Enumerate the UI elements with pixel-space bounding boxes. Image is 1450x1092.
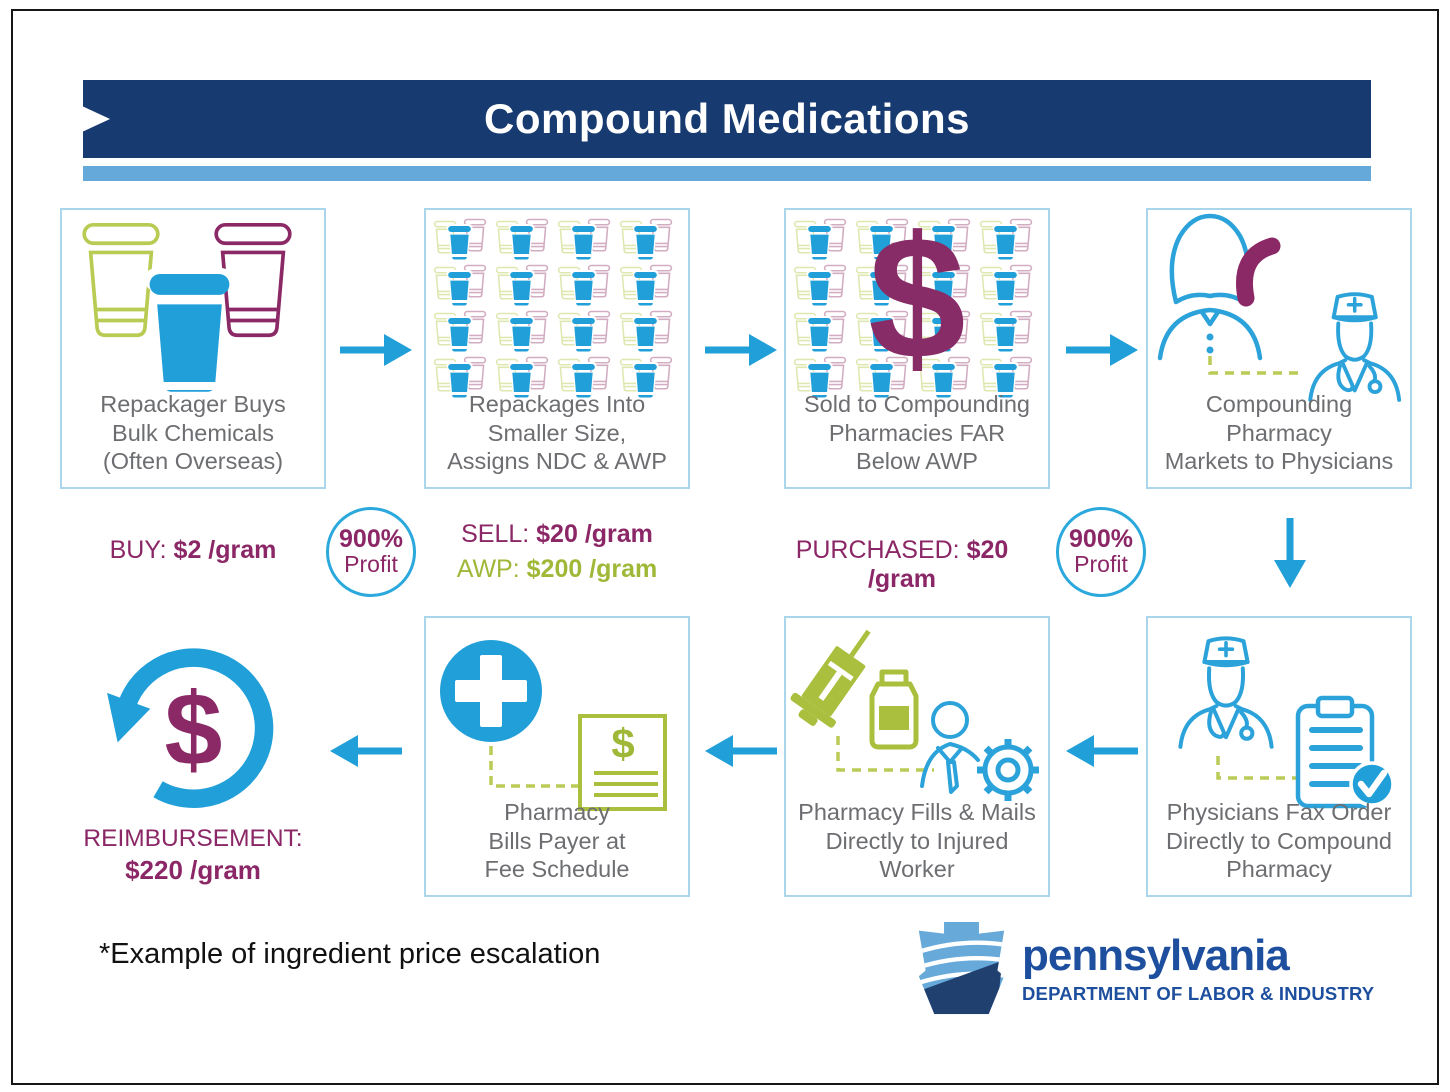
mini-jars-cluster-icon [431, 217, 489, 261]
arrow-right-icon [701, 330, 781, 370]
syringe-worker-icon [790, 629, 1039, 801]
syringe-icon [790, 629, 871, 728]
step-box-sold: $ Sold to Compounding Pharmacies FAR Bel… [784, 201, 1050, 489]
sell-price: SELL: $20 /gram [461, 520, 653, 548]
mini-jars-cluster-icon [431, 309, 489, 353]
arrow-down-icon [1274, 518, 1306, 588]
step-label: Repackages Into Smaller Size, Assigns ND… [447, 391, 667, 475]
pharmacist-phone-doctor-icon [1157, 213, 1402, 402]
reimbursement-cycle-icon: $ [106, 648, 273, 809]
step-box-markets: Compounding Pharmacy Markets to Physicia… [1146, 208, 1412, 489]
dollar-sign: $ [164, 672, 222, 788]
dashed-connector [1208, 356, 1304, 375]
medicine-bottle-icon [869, 669, 919, 750]
mini-jars-cluster-icon [431, 263, 489, 307]
logo-name: pennsylvania [1022, 931, 1290, 980]
mini-jars-cluster-icon [617, 217, 675, 261]
keystone-logo-icon [918, 921, 1005, 1015]
step-label: Sold to Compounding Pharmacies FAR Below… [803, 391, 1030, 475]
reimbursement-value: $220 /gram [125, 855, 261, 885]
pa-dli-logo: pennsylvania DEPARTMENT OF LABOR & INDUS… [913, 920, 1374, 1017]
step-box-fills: Pharmacy Fills & Mails Directly to Injur… [784, 616, 1050, 897]
footnote: *Example of ingredient price escalation [99, 938, 601, 970]
mini-jars-cluster-icon [493, 309, 551, 353]
arrow-left-icon [701, 731, 781, 771]
clipboard-check-icon [1295, 695, 1395, 809]
step-label: Compounding Pharmacy Markets to Physicia… [1164, 391, 1394, 475]
banner-accent-stripe [83, 166, 1371, 181]
mini-jars-cluster-icon [493, 263, 551, 307]
mini-jars-cluster-icon [493, 217, 551, 261]
doctor-clipboard-icon [1148, 618, 1395, 809]
pharmacy-invoice-icon: $ [440, 640, 667, 811]
step-box-fax: Physicians Fax Order Directly to Compoun… [1146, 616, 1412, 897]
repackaged-grid-icon [431, 217, 679, 399]
doctor-icon [1180, 638, 1271, 746]
phone-handset-icon [1236, 237, 1281, 307]
mini-jars-cluster-icon [555, 263, 613, 307]
mini-jars-cluster-icon [617, 309, 675, 353]
buy-price: BUY: $2 /gram [109, 536, 277, 564]
page-border [11, 9, 1439, 1085]
doctor-icon [1308, 292, 1402, 402]
arrow-right-icon [336, 330, 416, 370]
step-label: Physicians Fax Order Directly to Compoun… [1166, 799, 1392, 883]
arrow-left-icon [326, 731, 406, 771]
purchased-price: PURCHASED: $20 /gram [795, 536, 1009, 593]
invoice-icon: $ [578, 714, 667, 811]
cycle-arrowhead [106, 692, 150, 743]
injured-worker-icon [920, 701, 980, 794]
profit-badge-left: 900% Profit [326, 507, 416, 597]
reimbursement-block: $ REIMBURSEMENT: $220 /gram [73, 640, 313, 886]
logo-text: pennsylvania DEPARTMENT OF LABOR & INDUS… [1022, 920, 1374, 1005]
bulk-containers-icon [82, 222, 292, 399]
step-box-repackager: Repackager Buys Bulk Chemicals (Often Ov… [60, 208, 326, 489]
reimbursement-label: REIMBURSEMENT: [83, 825, 303, 852]
profit-badge-right: 900% Profit [1056, 507, 1146, 597]
dollar-sign: $ [868, 201, 966, 396]
sell-awp-prices: SELL: $20 /gram AWP: $200 /gram [424, 517, 690, 586]
mini-jars-cluster-icon [617, 263, 675, 307]
title-banner: Compound Medications [83, 80, 1371, 158]
page-title: Compound Medications [484, 95, 970, 142]
step-label: Pharmacy Fills & Mails Directly to Injur… [798, 799, 1036, 883]
step-label: Repackager Buys Bulk Chemicals (Often Ov… [100, 391, 286, 475]
mini-jars-cluster-icon [555, 217, 613, 261]
step-box-bills: $ Pharmacy Bills Payer at Fee Schedule [424, 616, 690, 897]
step-box-repackages: Repackages Into Smaller Size, Assigns ND… [424, 208, 690, 489]
dashed-connector [836, 736, 934, 772]
pharmacy-cross-icon [440, 640, 542, 742]
arrow-left-icon [1062, 731, 1142, 771]
step-label: Pharmacy Bills Payer at Fee Schedule [484, 799, 630, 883]
arrow-right-icon [1062, 330, 1142, 370]
awp-price: AWP: $200 /gram [456, 554, 658, 583]
svg-text:$: $ [611, 720, 634, 767]
dashed-connector [1216, 756, 1296, 780]
logo-department: DEPARTMENT OF LABOR & INDUSTRY [1022, 983, 1375, 1004]
mini-jars-cluster-icon [555, 309, 613, 353]
gear-icon [977, 739, 1039, 801]
dashed-connector [489, 746, 580, 788]
